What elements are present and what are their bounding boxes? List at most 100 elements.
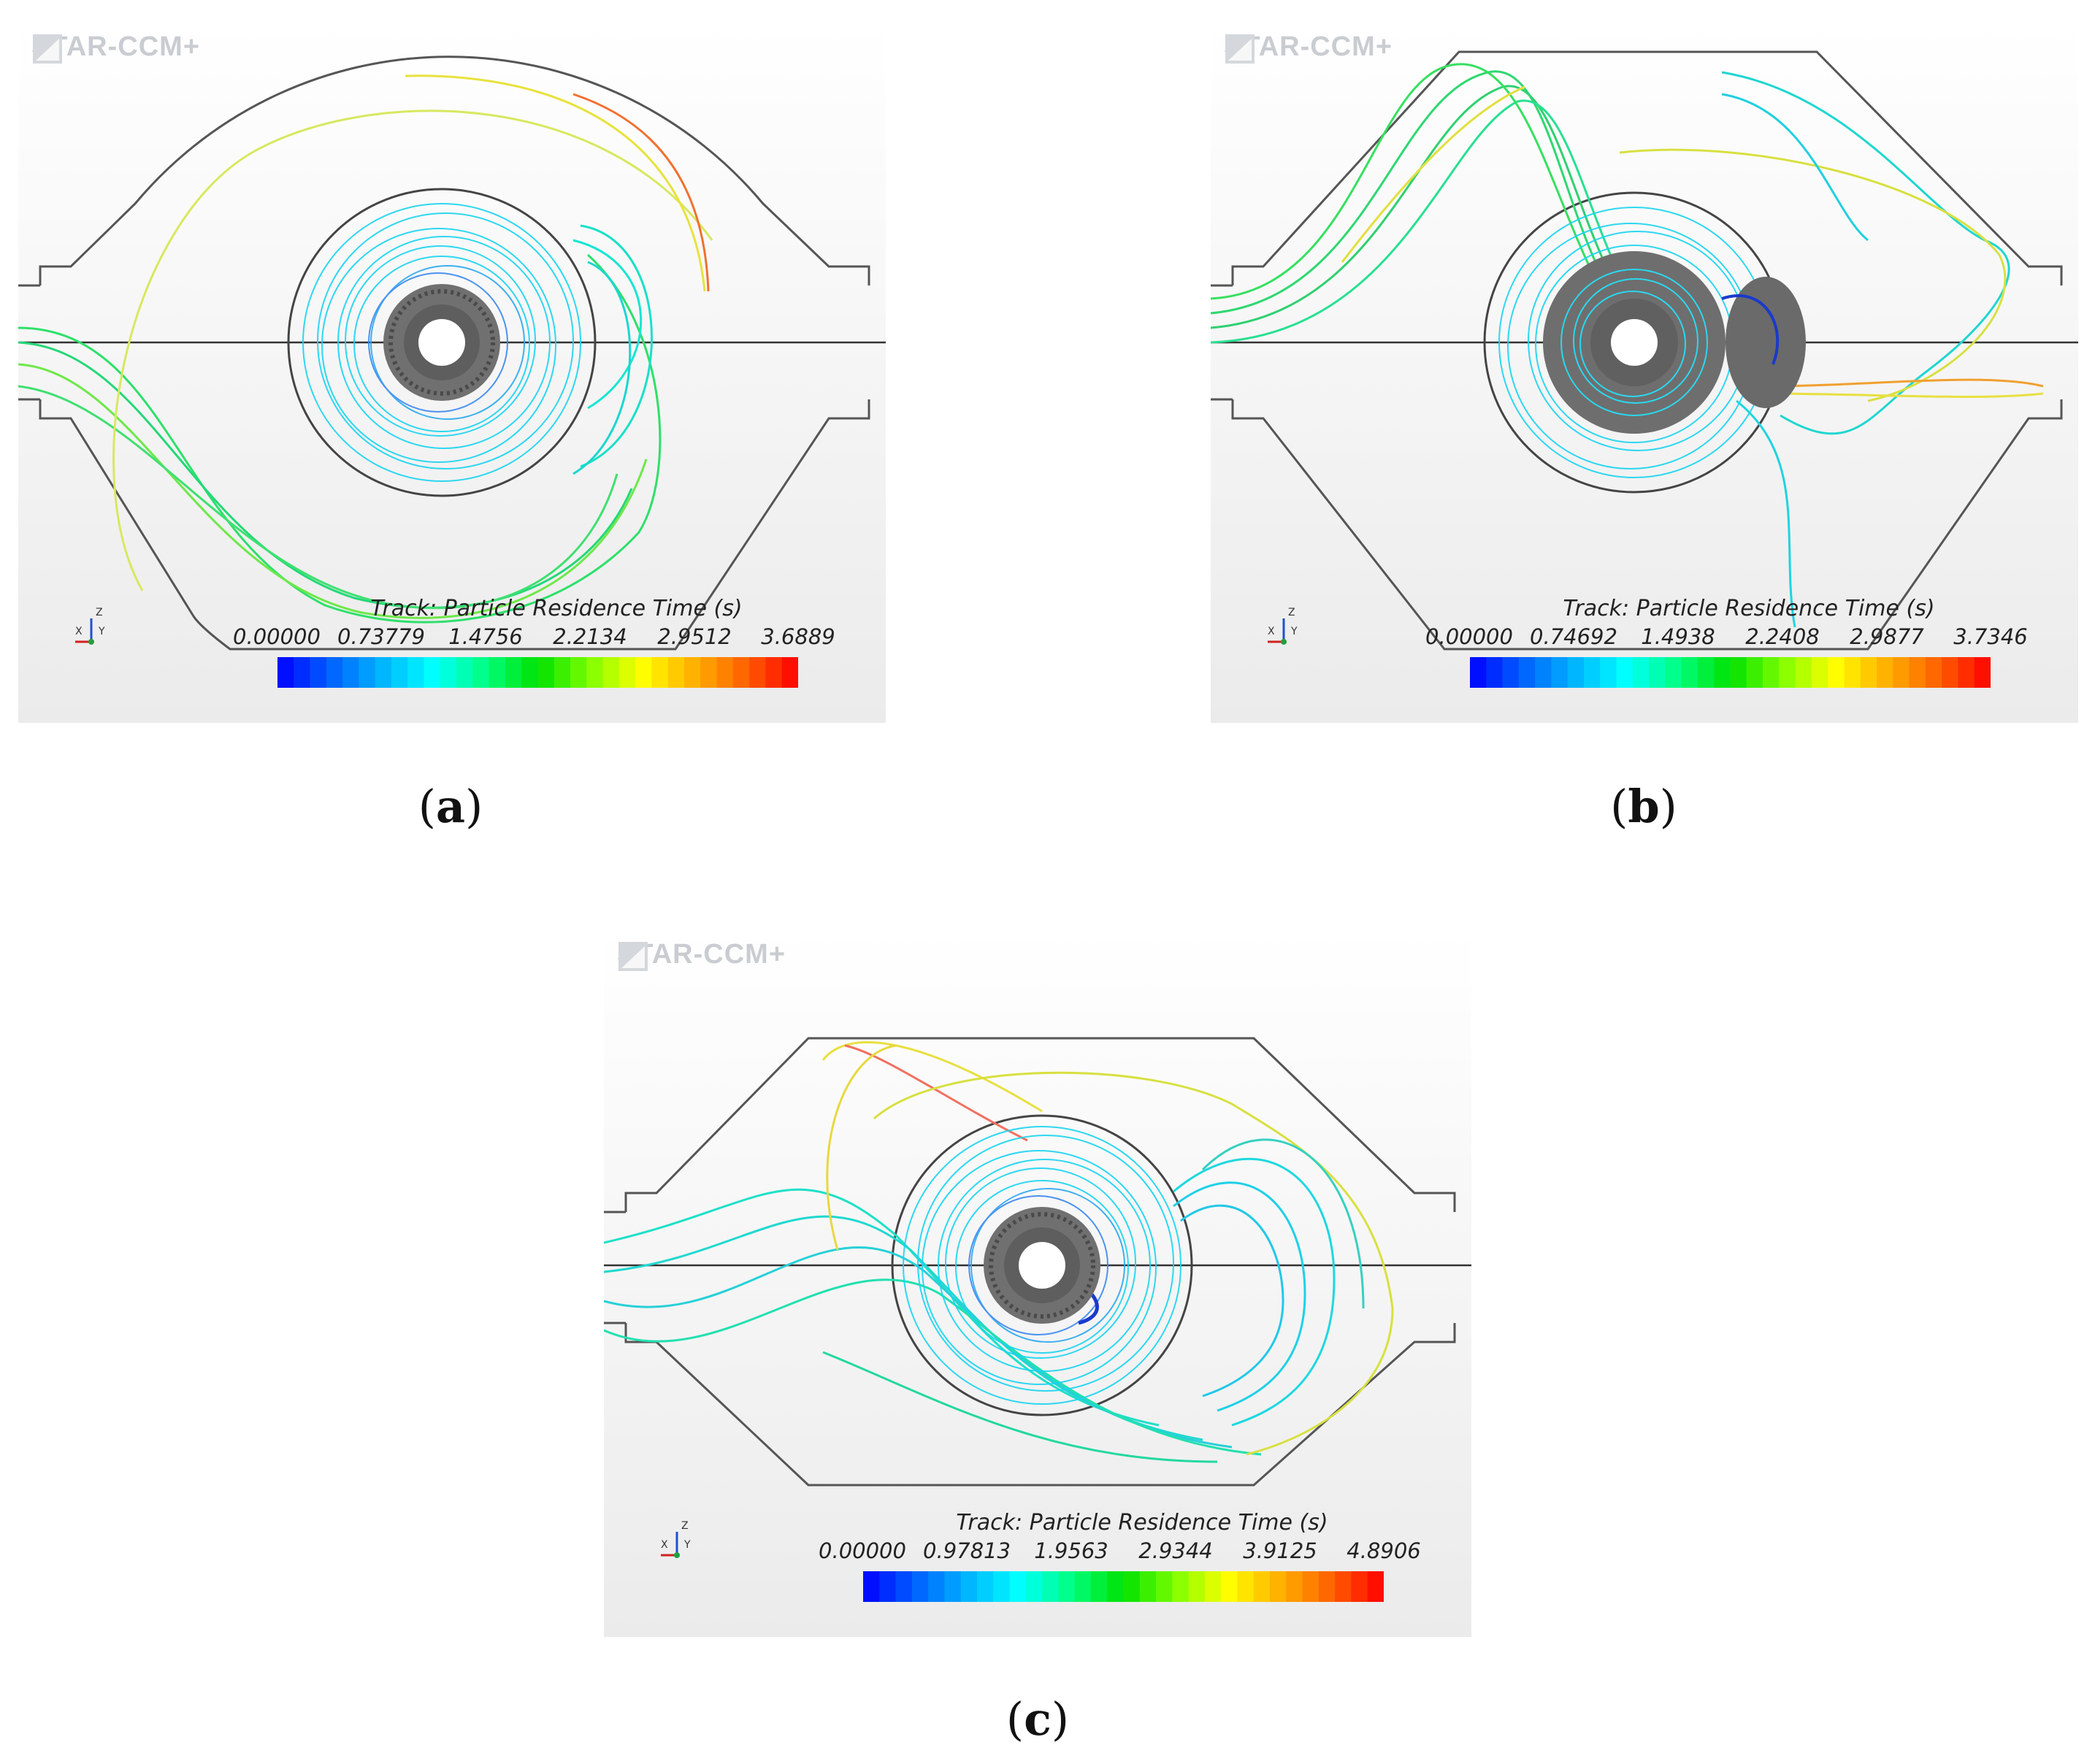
- colorbar-band: [391, 657, 408, 688]
- legend-title: Track: Particle Residence Time (s): [370, 596, 743, 621]
- colorbar: [863, 1571, 1384, 1602]
- colorbar-band: [781, 657, 798, 688]
- colorbar-band: [749, 657, 767, 688]
- axis-triad: Z X Y: [69, 605, 120, 656]
- colorbar-band: [1237, 1571, 1255, 1602]
- colorbar-band: [424, 657, 441, 688]
- legend-tick: 2.9877: [1850, 624, 1924, 649]
- legend-tick: 3.7346: [1953, 624, 2028, 649]
- colorbar-band: [651, 657, 669, 688]
- colorbar-band: [700, 657, 718, 688]
- colorbar-band: [1795, 657, 1812, 688]
- axis-triad: Z X Y: [1262, 605, 1313, 656]
- legend-tick: 3.9125: [1243, 1538, 1317, 1563]
- panel-b: STAR-CCM+: [1211, 21, 2078, 723]
- colorbar-band: [277, 657, 294, 688]
- rotor-boundary: [287, 188, 597, 497]
- colorbar-band: [407, 657, 425, 688]
- legend-tick: 2.2408: [1745, 624, 1820, 649]
- software-logo: STAR-CCM+: [31, 31, 200, 64]
- colorbar-band: [1649, 657, 1666, 688]
- colorbar-band: [960, 1571, 978, 1602]
- legend-tick: 1.9563: [1034, 1538, 1108, 1563]
- colorbar-band: [456, 657, 473, 688]
- colorbar: [1470, 657, 1991, 688]
- colorbar-band: [1779, 657, 1796, 688]
- colorbar-band: [1958, 657, 1975, 688]
- colorbar-band: [489, 657, 506, 688]
- legend-tick: 0.00000: [233, 624, 321, 649]
- geometry-view: [604, 1037, 1471, 1487]
- colorbar-band: [1367, 1571, 1384, 1602]
- colorbar-band: [1925, 657, 1942, 688]
- colorbar-band: [1470, 657, 1487, 688]
- colorbar-band: [1204, 1571, 1222, 1602]
- colorbar-band: [602, 657, 620, 688]
- colorbar-band: [1583, 657, 1601, 688]
- colorbar-band: [1286, 1571, 1303, 1602]
- colorbar-band: [1844, 657, 1861, 688]
- legend-tick: 3.6889: [761, 624, 835, 649]
- colorbar-band: [554, 657, 571, 688]
- colorbar-band: [1090, 1571, 1108, 1602]
- legend-tick: 1.4756: [448, 624, 523, 649]
- subfigure-label-a: (a): [418, 780, 483, 833]
- colorbar-band: [1828, 657, 1845, 688]
- colorbar-band: [1893, 657, 1910, 688]
- legend-tick: 0.97813: [923, 1538, 1011, 1563]
- legend-tick: 2.9344: [1138, 1538, 1213, 1563]
- colorbar-band: [1188, 1571, 1206, 1602]
- domain-outline: [1211, 50, 2063, 651]
- colorbar-band: [570, 657, 587, 688]
- colorbar-band: [1270, 1571, 1287, 1602]
- colorbar-band: [1551, 657, 1569, 688]
- colorbar-band: [1681, 657, 1698, 688]
- colorbar-band: [684, 657, 701, 688]
- colorbar-band: [1518, 657, 1536, 688]
- colorbar-band: [993, 1571, 1011, 1602]
- geometry-view: [1211, 50, 2078, 651]
- colorbar-band: [635, 657, 653, 688]
- colorbar-band: [375, 657, 392, 688]
- colorbar-band: [928, 1571, 946, 1602]
- legend-tick: 1.4938: [1641, 624, 1715, 649]
- colorbar-band: [440, 657, 457, 688]
- colorbar-band: [537, 657, 555, 688]
- colorbar-band: [1763, 657, 1780, 688]
- colorbar-band: [1697, 657, 1715, 688]
- colorbar-band: [326, 657, 343, 688]
- colorbar-band: [911, 1571, 929, 1602]
- colorbar-band: [765, 657, 783, 688]
- rotor-boundary: [891, 1114, 1193, 1416]
- legend-tick: 0.00000: [1425, 624, 1513, 649]
- colorbar-band: [1974, 657, 1991, 688]
- software-logo: STAR-CCM+: [1224, 31, 1393, 64]
- colorbar-band: [667, 657, 685, 688]
- legend-tick: 0.73779: [337, 624, 425, 649]
- subfigure-label-b: (b): [1610, 780, 1677, 833]
- colorbar-band: [1009, 1571, 1027, 1602]
- shaft-hole: [418, 319, 465, 366]
- colorbar-band: [1335, 1571, 1352, 1602]
- colorbar-band: [1535, 657, 1552, 688]
- panel-a: STAR-CCM+ Z X: [18, 21, 886, 723]
- colorbar-band: [618, 657, 636, 688]
- colorbar-band: [1074, 1571, 1092, 1602]
- colorbar-band: [1665, 657, 1682, 688]
- geometry-view: [18, 55, 886, 651]
- axis-triad: Z X Y: [655, 1519, 706, 1570]
- colorbar-band: [1156, 1571, 1173, 1602]
- colorbar-band: [1025, 1571, 1043, 1602]
- legend-tick: 0.00000: [819, 1538, 906, 1563]
- colorbar-band: [1714, 657, 1731, 688]
- colorbar-band: [1123, 1571, 1141, 1602]
- colorbar-band: [521, 657, 539, 688]
- legend-title: Track: Particle Residence Time (s): [1563, 596, 1935, 621]
- colorbar-band: [1877, 657, 1893, 688]
- colorbar-band: [976, 1571, 994, 1602]
- subfigure-label-c: (c): [1006, 1692, 1070, 1746]
- shaft-hole: [1611, 319, 1658, 366]
- domain-outline: [604, 1037, 1456, 1487]
- legend-tick: 2.9512: [657, 624, 732, 649]
- legend-tick: 2.2134: [553, 624, 627, 649]
